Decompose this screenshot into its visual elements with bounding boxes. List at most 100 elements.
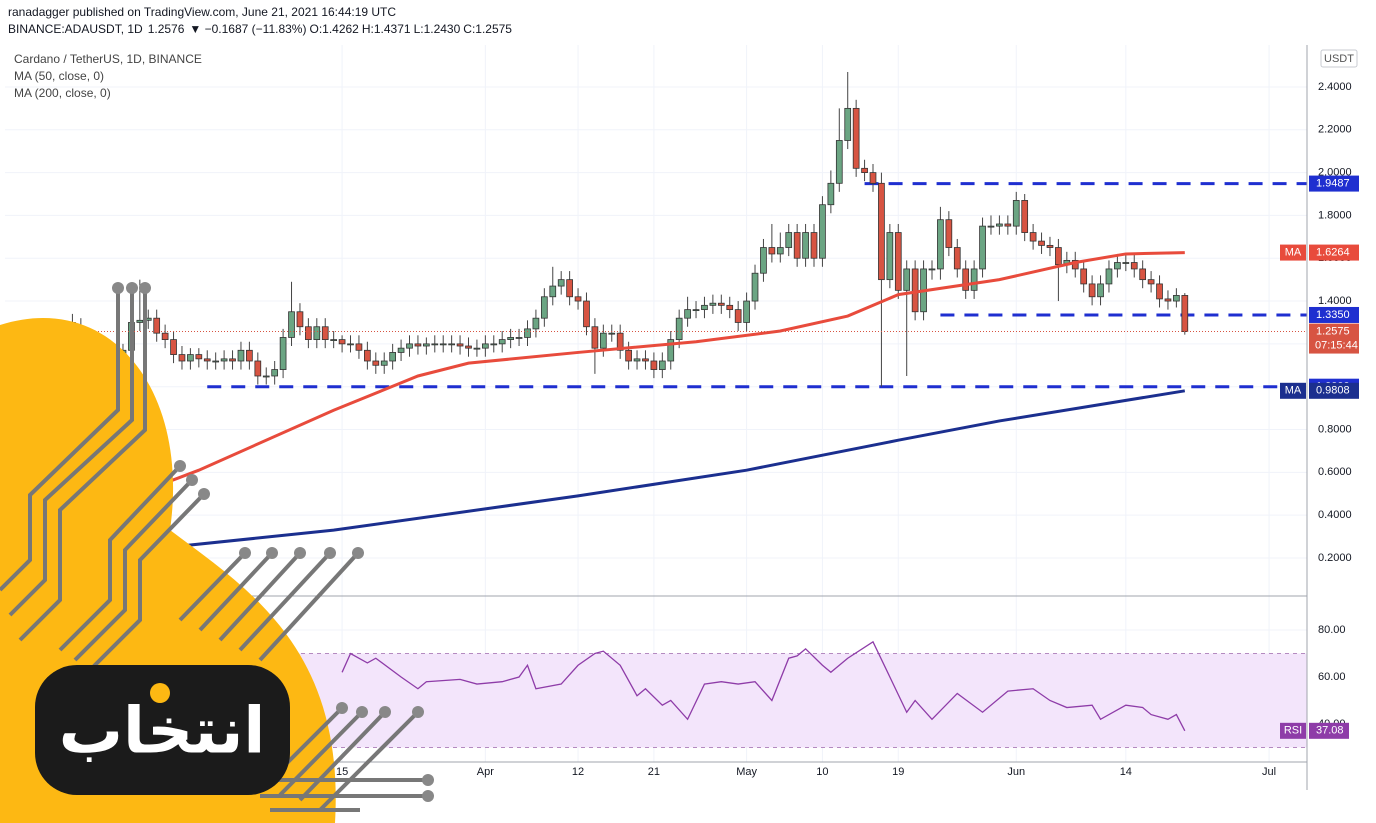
ma-value-label: 0.9808: [1316, 385, 1350, 397]
candle-body: [1038, 240, 1045, 246]
y-tick-label: 0.6000: [1318, 466, 1352, 478]
candle-body: [970, 268, 978, 291]
currency: USDT: [1324, 53, 1354, 65]
candle-body: [616, 332, 624, 351]
watermark-text: انتخاب: [59, 695, 266, 769]
candle-body: [878, 182, 885, 281]
ma-tag: MA: [1285, 385, 1302, 397]
candle-body: [633, 358, 641, 362]
grid: [5, 45, 1307, 762]
header-item: H:: [362, 22, 374, 36]
candle-body: [439, 343, 447, 346]
candle-body: [692, 309, 700, 312]
y-tick-label: 0.4000: [1318, 509, 1352, 521]
candle-body: [288, 311, 295, 338]
candle-body: [170, 339, 177, 355]
y-tick-label: 0.2000: [1318, 552, 1352, 564]
candle-body: [431, 343, 439, 346]
header: BINANCE:ADAUSDT, 1D 1.2576 ▼ −0.1687 (−11.…: [8, 22, 512, 36]
candle-body: [1004, 223, 1012, 227]
last-price-label-box: [1309, 323, 1359, 354]
candle-body: [347, 343, 354, 346]
candle-body: [313, 326, 321, 340]
candle-body: [456, 343, 464, 347]
candle-body: [271, 369, 279, 377]
candle-body: [532, 317, 540, 330]
candle-body: [1173, 295, 1180, 302]
ma-value-label-box: [1309, 382, 1359, 399]
x-tick-label: 12: [572, 766, 584, 778]
candle-body: [372, 360, 380, 366]
legend-ma200: MA (200, close, 0): [14, 86, 111, 100]
candle-body: [1097, 283, 1104, 298]
header-item: L:: [414, 22, 424, 36]
header-item: 1.4262: [322, 22, 359, 36]
candle-body: [937, 219, 944, 270]
moving-average: [147, 251, 1185, 491]
candle-body: [1029, 232, 1037, 242]
candle-body: [667, 339, 675, 362]
candle-body: [1088, 283, 1096, 298]
rsi-value: 37.08: [1316, 725, 1344, 737]
header-item: C:: [463, 22, 475, 36]
candle-body: [709, 302, 717, 306]
countdown: 07:15:44: [1315, 339, 1358, 351]
moving-average: [148, 389, 1186, 551]
candle-body: [591, 326, 599, 349]
candle-body: [414, 343, 422, 347]
candle-body: [869, 172, 877, 184]
candle-body: [490, 343, 498, 346]
candle-body: [894, 232, 902, 291]
header-item: 1.2576: [148, 22, 185, 36]
candle-body: [406, 343, 413, 349]
candle-body: [650, 360, 658, 370]
candle-body: [1105, 268, 1113, 285]
legend-title: Cardano / TetherUS, 1D, BINANCE: [14, 52, 202, 66]
candle-body: [979, 225, 986, 270]
candle-body: [515, 337, 523, 339]
header-item: BINANCE:ADAUSDT, 1D: [8, 22, 143, 36]
y-tick-label: 1.4000: [1318, 295, 1352, 307]
candle-body: [751, 272, 759, 302]
ma-value-label-box: [1309, 244, 1359, 261]
y-tick-label: 0.8000: [1318, 423, 1352, 435]
currency-box: [1320, 49, 1358, 68]
last-price-label: 1.2575: [1316, 325, 1350, 337]
candle-body: [852, 107, 860, 169]
candle-body: [524, 328, 531, 338]
candle-body: [1114, 262, 1121, 270]
candle-body: [768, 247, 776, 255]
candle-body: [540, 296, 548, 319]
ma-tag-box: [1280, 382, 1306, 399]
candle-body: [296, 311, 304, 328]
x-tick-label: 10: [816, 766, 828, 778]
candle-body: [203, 358, 211, 362]
candle-body: [802, 232, 809, 259]
candle-body: [178, 354, 186, 362]
axis-labels: 15 Apr 12 21 May 10 19 Jun 14 Jul 2.4000 2.2000 2.00…: [336, 81, 1359, 778]
candle-body: [658, 360, 666, 370]
y-tick-label: 2.4000: [1318, 81, 1352, 93]
rsi-tag-box: [1280, 722, 1306, 739]
candle-body: [827, 182, 835, 206]
candle-body: [498, 339, 506, 345]
candle-body: [279, 337, 287, 370]
header-item: ▼ −0.1687 (−11.83%): [189, 22, 306, 36]
candle-body: [364, 349, 371, 362]
candle-body: [305, 326, 312, 340]
watermark-coin: [150, 683, 170, 703]
candle-body: [380, 360, 388, 366]
candle-body: [996, 223, 1003, 227]
candle-body: [1021, 200, 1029, 233]
candle-body: [574, 296, 582, 302]
candle-body: [793, 232, 801, 259]
y-tick-label: 1.8000: [1318, 209, 1352, 221]
candle-body: [1130, 262, 1138, 270]
x-tick-label: 15: [336, 766, 348, 778]
candle-body: [229, 358, 236, 362]
level-label: 1.9487: [1316, 177, 1350, 189]
candle-body: [642, 358, 649, 362]
watermark-lines: [0, 288, 428, 812]
